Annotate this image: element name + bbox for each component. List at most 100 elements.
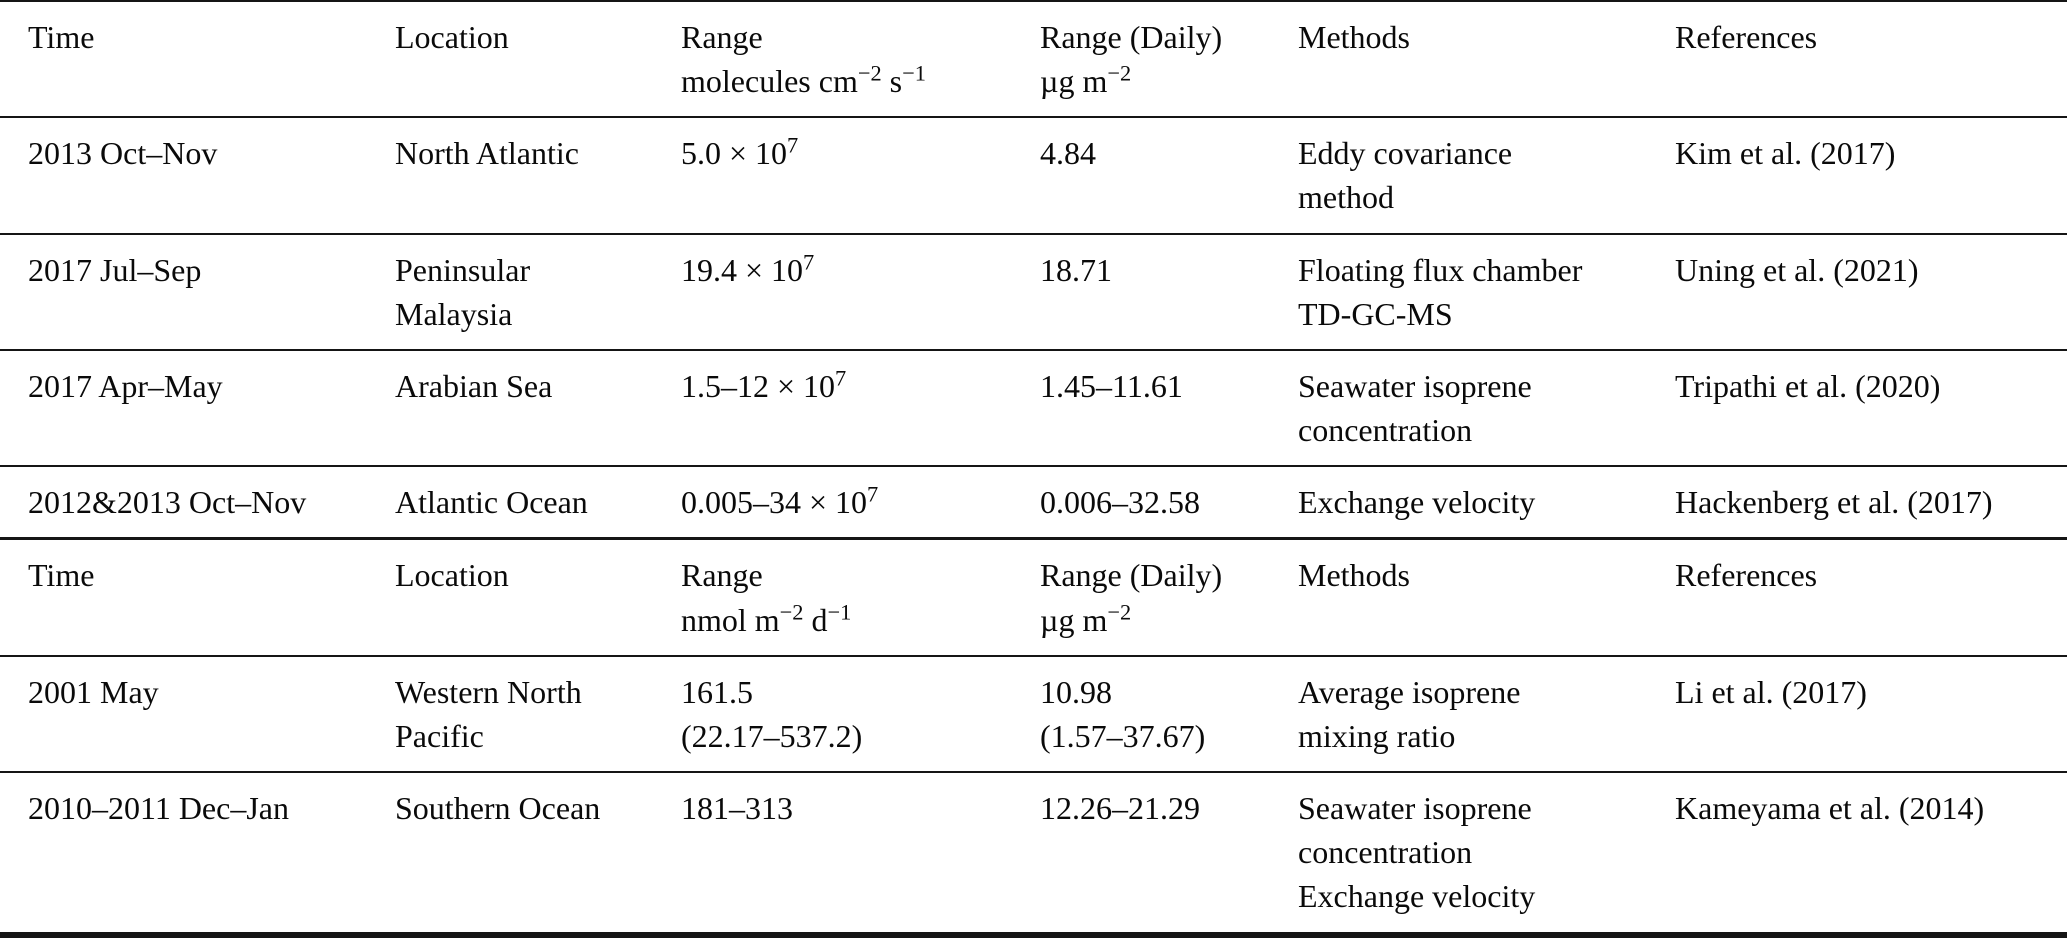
table-row: 2017 Apr–May Arabian Sea 1.5–12 × 107 1.… [0, 350, 2067, 467]
unit-text: s [881, 63, 903, 100]
column-header-range-daily-unit: µg m−2 [1040, 598, 1282, 642]
time-value: 2013 Oct–Nov [28, 135, 218, 172]
header-cell-methods: Methods [1298, 539, 1675, 656]
reference-value: Uning et al. (2021) [1675, 251, 1919, 288]
range-value: 0.005–34 × 107 [681, 480, 1024, 524]
location-value: Arabian Sea [395, 367, 553, 404]
cell-methods: Eddy covariance method [1298, 117, 1675, 233]
header-cell-methods: Methods [1298, 1, 1675, 117]
cell-range-daily: 12.26–21.29 [1040, 772, 1298, 934]
column-header-range-unit: molecules cm−2 s−1 [681, 59, 1024, 103]
range-daily-value: 18.71 [1040, 251, 1112, 288]
cell-range-daily: 18.71 [1040, 234, 1298, 350]
column-header-range-daily-unit: µg m−2 [1040, 59, 1282, 103]
methods-value: Eddy covariance method [1298, 135, 1513, 216]
cell-time: 2017 Apr–May [0, 350, 395, 466]
unit-text: µg m [1040, 63, 1108, 100]
column-header-references: References [1675, 557, 1818, 594]
reference-value: Li et al. (2017) [1675, 673, 1867, 710]
unit-text: d [803, 601, 828, 638]
column-header-range-daily-label: Range (Daily) [1040, 19, 1223, 55]
table-row: 2012&2013 Oct–Nov Atlantic Ocean 0.005–3… [0, 466, 2067, 539]
cell-location: North Atlantic [395, 117, 681, 233]
reference-value: Hackenberg et al. (2017) [1675, 484, 1993, 521]
range-exponent: 7 [835, 365, 847, 391]
time-value: 2010–2011 Dec–Jan [28, 790, 289, 827]
cell-range: 5.0 × 107 [681, 117, 1040, 233]
cell-time: 2017 Jul–Sep [0, 234, 395, 350]
range-daily-value: 4.84 [1040, 135, 1096, 172]
location-value: North Atlantic [395, 135, 579, 172]
cell-location: Peninsular Malaysia [395, 234, 681, 350]
cell-range: 181–313 [681, 772, 1040, 934]
unit-exponent: −1 [827, 598, 852, 624]
header-cell-range-daily: Range (Daily) µg m−2 [1040, 539, 1298, 656]
cell-references: Uning et al. (2021) [1675, 234, 2067, 350]
methods-value: Seawater isoprene concentration Exchange… [1298, 790, 1536, 915]
header-cell-references: References [1675, 1, 2067, 117]
range-base: 5.0 × 10 [681, 135, 788, 172]
cell-references: Hackenberg et al. (2017) [1675, 466, 2067, 539]
header-cell-range: Range molecules cm−2 s−1 [681, 1, 1040, 117]
methods-value: Average isoprene mixing ratio [1298, 673, 1521, 754]
cell-location: Southern Ocean [395, 772, 681, 934]
column-header-range-unit: nmol m−2 d−1 [681, 598, 1024, 642]
cell-time: 2001 May [0, 656, 395, 772]
cell-range-daily: 4.84 [1040, 117, 1298, 233]
unit-text: µg m [1040, 601, 1108, 638]
cell-references: Tripathi et al. (2020) [1675, 350, 2067, 466]
cell-location: Arabian Sea [395, 350, 681, 466]
range-value: 19.4 × 107 [681, 248, 1024, 292]
range-value: 161.5 (22.17–537.2) [681, 673, 863, 754]
column-header-references: References [1675, 19, 1818, 55]
range-daily-value: 10.98 (1.57–37.67) [1040, 673, 1206, 754]
cell-methods: Average isoprene mixing ratio [1298, 656, 1675, 772]
unit-exponent: −1 [902, 60, 926, 86]
range-base: 0.005–34 × 10 [681, 484, 868, 521]
location-value: Western North Pacific [395, 673, 582, 754]
cell-methods: Seawater isoprene concentration [1298, 350, 1675, 466]
table-row: 2013 Oct–Nov North Atlantic 5.0 × 107 4.… [0, 117, 2067, 234]
header-cell-time: Time [0, 539, 395, 656]
reference-value: Kameyama et al. (2014) [1675, 790, 1985, 827]
table-row: 2010–2011 Dec–Jan Southern Ocean 181–313… [0, 772, 2067, 935]
unit-exponent: −2 [857, 60, 882, 86]
header-cell-location: Location [395, 1, 681, 117]
header-cell-location: Location [395, 539, 681, 656]
reference-value: Kim et al. (2017) [1675, 135, 1896, 172]
column-header-range-label: Range [681, 557, 763, 594]
unit-text: molecules cm [681, 63, 858, 100]
column-header-methods: Methods [1298, 19, 1410, 55]
location-value: Atlantic Ocean [395, 484, 588, 521]
range-exponent: 7 [803, 248, 815, 274]
time-value: 2001 May [28, 673, 159, 710]
cell-references: Kim et al. (2017) [1675, 117, 2067, 233]
unit-exponent: −2 [779, 598, 804, 624]
column-header-methods: Methods [1298, 557, 1410, 594]
cell-range: 19.4 × 107 [681, 234, 1040, 350]
range-exponent: 7 [867, 481, 879, 507]
reference-value: Tripathi et al. (2020) [1675, 367, 1941, 404]
cell-location: Atlantic Ocean [395, 466, 681, 539]
location-value: Peninsular Malaysia [395, 251, 531, 332]
cell-time: 2010–2011 Dec–Jan [0, 772, 395, 934]
cell-references: Li et al. (2017) [1675, 656, 2067, 772]
header-cell-range-daily: Range (Daily) µg m−2 [1040, 1, 1298, 117]
range-value: 1.5–12 × 107 [681, 364, 1024, 408]
time-value: 2017 Jul–Sep [28, 251, 202, 288]
column-header-location: Location [395, 557, 509, 594]
cell-methods: Exchange velocity [1298, 466, 1675, 539]
unit-exponent: −2 [1107, 598, 1132, 624]
unit-text: nmol m [681, 601, 780, 638]
cell-range: 161.5 (22.17–537.2) [681, 656, 1040, 772]
table-row: 2001 May Western North Pacific 161.5 (22… [0, 656, 2067, 773]
range-value: 5.0 × 107 [681, 131, 1024, 175]
cell-time: 2012&2013 Oct–Nov [0, 466, 395, 539]
cell-range: 0.005–34 × 107 [681, 466, 1040, 539]
column-header-time: Time [28, 19, 95, 55]
methods-value: Exchange velocity [1298, 484, 1536, 521]
range-daily-value: 0.006–32.58 [1040, 484, 1200, 521]
section2-header-row: Time Location Range nmol m−2 d−1 Range (… [0, 539, 2067, 656]
cell-range-daily: 10.98 (1.57–37.67) [1040, 656, 1298, 772]
cell-methods: Seawater isoprene concentration Exchange… [1298, 772, 1675, 934]
